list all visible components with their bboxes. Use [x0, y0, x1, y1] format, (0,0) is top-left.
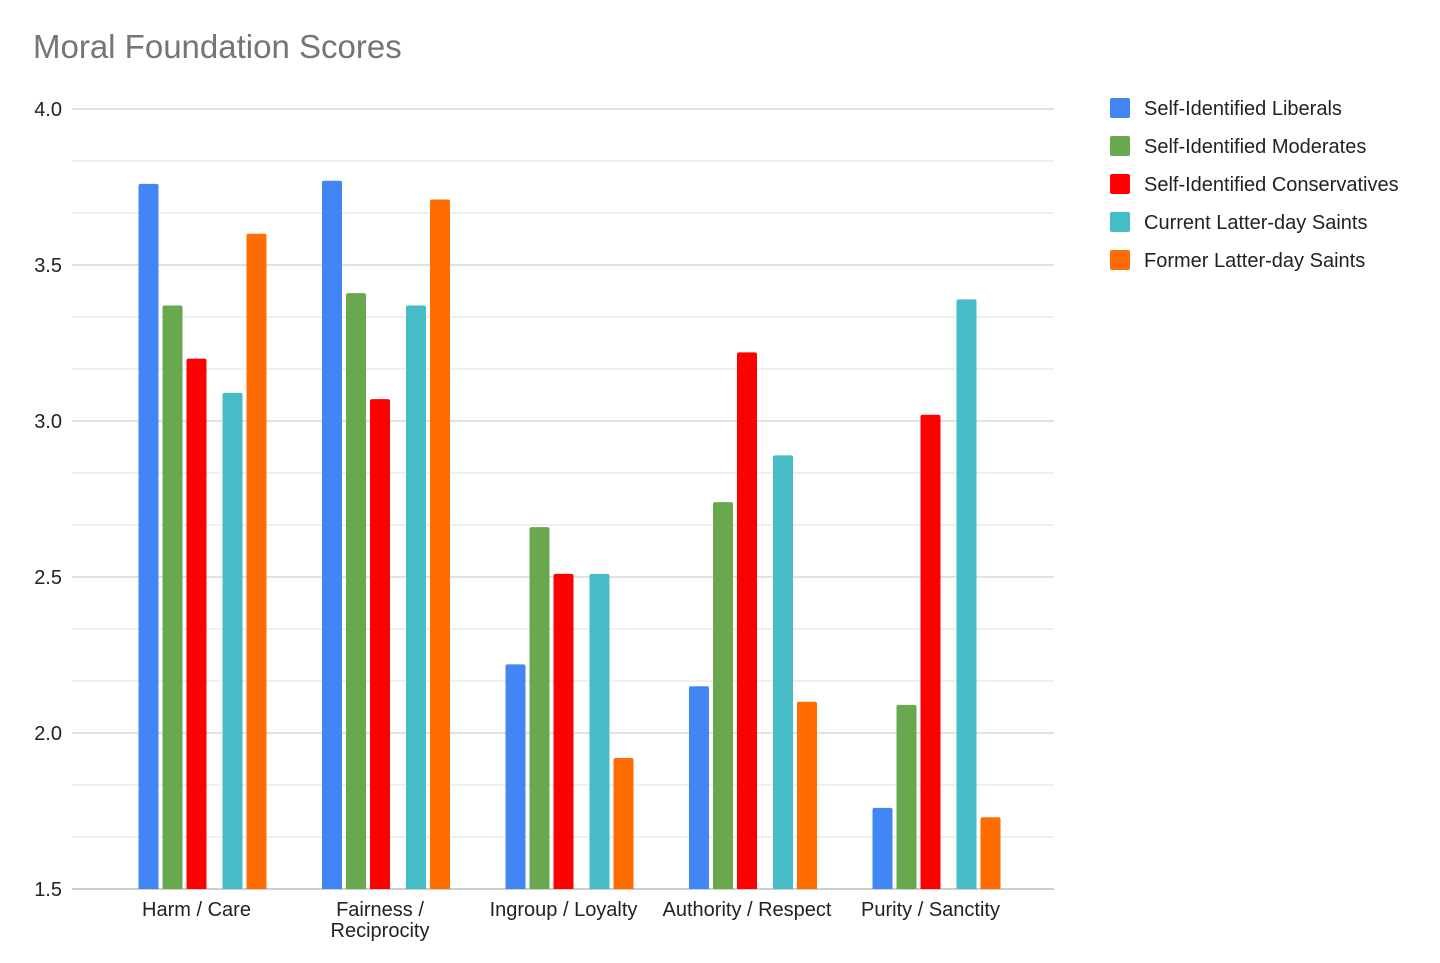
bar — [346, 293, 366, 890]
legend-swatch — [1110, 136, 1130, 156]
bar — [797, 701, 817, 889]
bar — [613, 757, 634, 889]
bar — [162, 305, 183, 889]
bar — [872, 807, 893, 889]
legend-swatch — [1110, 98, 1130, 118]
bar — [322, 180, 342, 889]
legend-swatch — [1110, 212, 1130, 232]
legend-swatch — [1110, 250, 1130, 270]
legend: Self-Identified Liberals Self-Identified … — [1110, 98, 1399, 272]
bars — [138, 180, 1001, 890]
y-tick-label: 2.0 — [34, 723, 62, 745]
bar — [138, 183, 159, 889]
bar — [529, 527, 550, 889]
x-axis-categories: Harm / Care Fairness / Reciprocity Ingroup … — [142, 899, 1000, 942]
x-category-label: Harm / Care — [142, 899, 251, 921]
legend-swatch — [1110, 174, 1130, 194]
legend-label: Self-Identified Liberals — [1144, 98, 1342, 120]
bar — [505, 664, 526, 889]
bar — [430, 199, 450, 890]
y-tick-label: 4.0 — [34, 99, 62, 121]
x-category-label: Ingroup / Loyalty — [490, 899, 638, 921]
bar — [896, 704, 917, 889]
y-tick-label: 1.5 — [34, 879, 62, 901]
legend-label: Self-Identified Conservatives — [1144, 174, 1399, 196]
bar — [956, 299, 977, 889]
x-category-label: Purity / Sanctity — [861, 899, 1000, 921]
y-axis-ticks: 1.5 2.0 2.5 3.0 3.5 4.0 — [34, 99, 62, 901]
bar — [246, 233, 267, 890]
x-category-label: Authority / Respect — [663, 899, 832, 921]
y-tick-label: 3.5 — [34, 255, 62, 277]
bar — [553, 573, 574, 889]
bar — [406, 305, 426, 889]
bar — [737, 352, 757, 889]
bar — [713, 502, 733, 889]
bar — [589, 573, 610, 889]
legend-label: Self-Identified Moderates — [1144, 136, 1366, 158]
y-tick-label: 2.5 — [34, 567, 62, 589]
chart-title: Moral Foundation Scores — [33, 28, 402, 65]
bar — [773, 455, 793, 889]
bar — [222, 392, 243, 889]
bar — [920, 414, 941, 889]
bar — [689, 686, 709, 889]
bar — [186, 358, 207, 890]
bar — [370, 399, 390, 889]
bar — [980, 817, 1001, 889]
legend-label: Current Latter-day Saints — [1144, 212, 1367, 234]
legend-label: Former Latter-day Saints — [1144, 250, 1365, 272]
y-tick-label: 3.0 — [34, 411, 62, 433]
x-category-label: Fairness / Reciprocity — [331, 899, 430, 942]
